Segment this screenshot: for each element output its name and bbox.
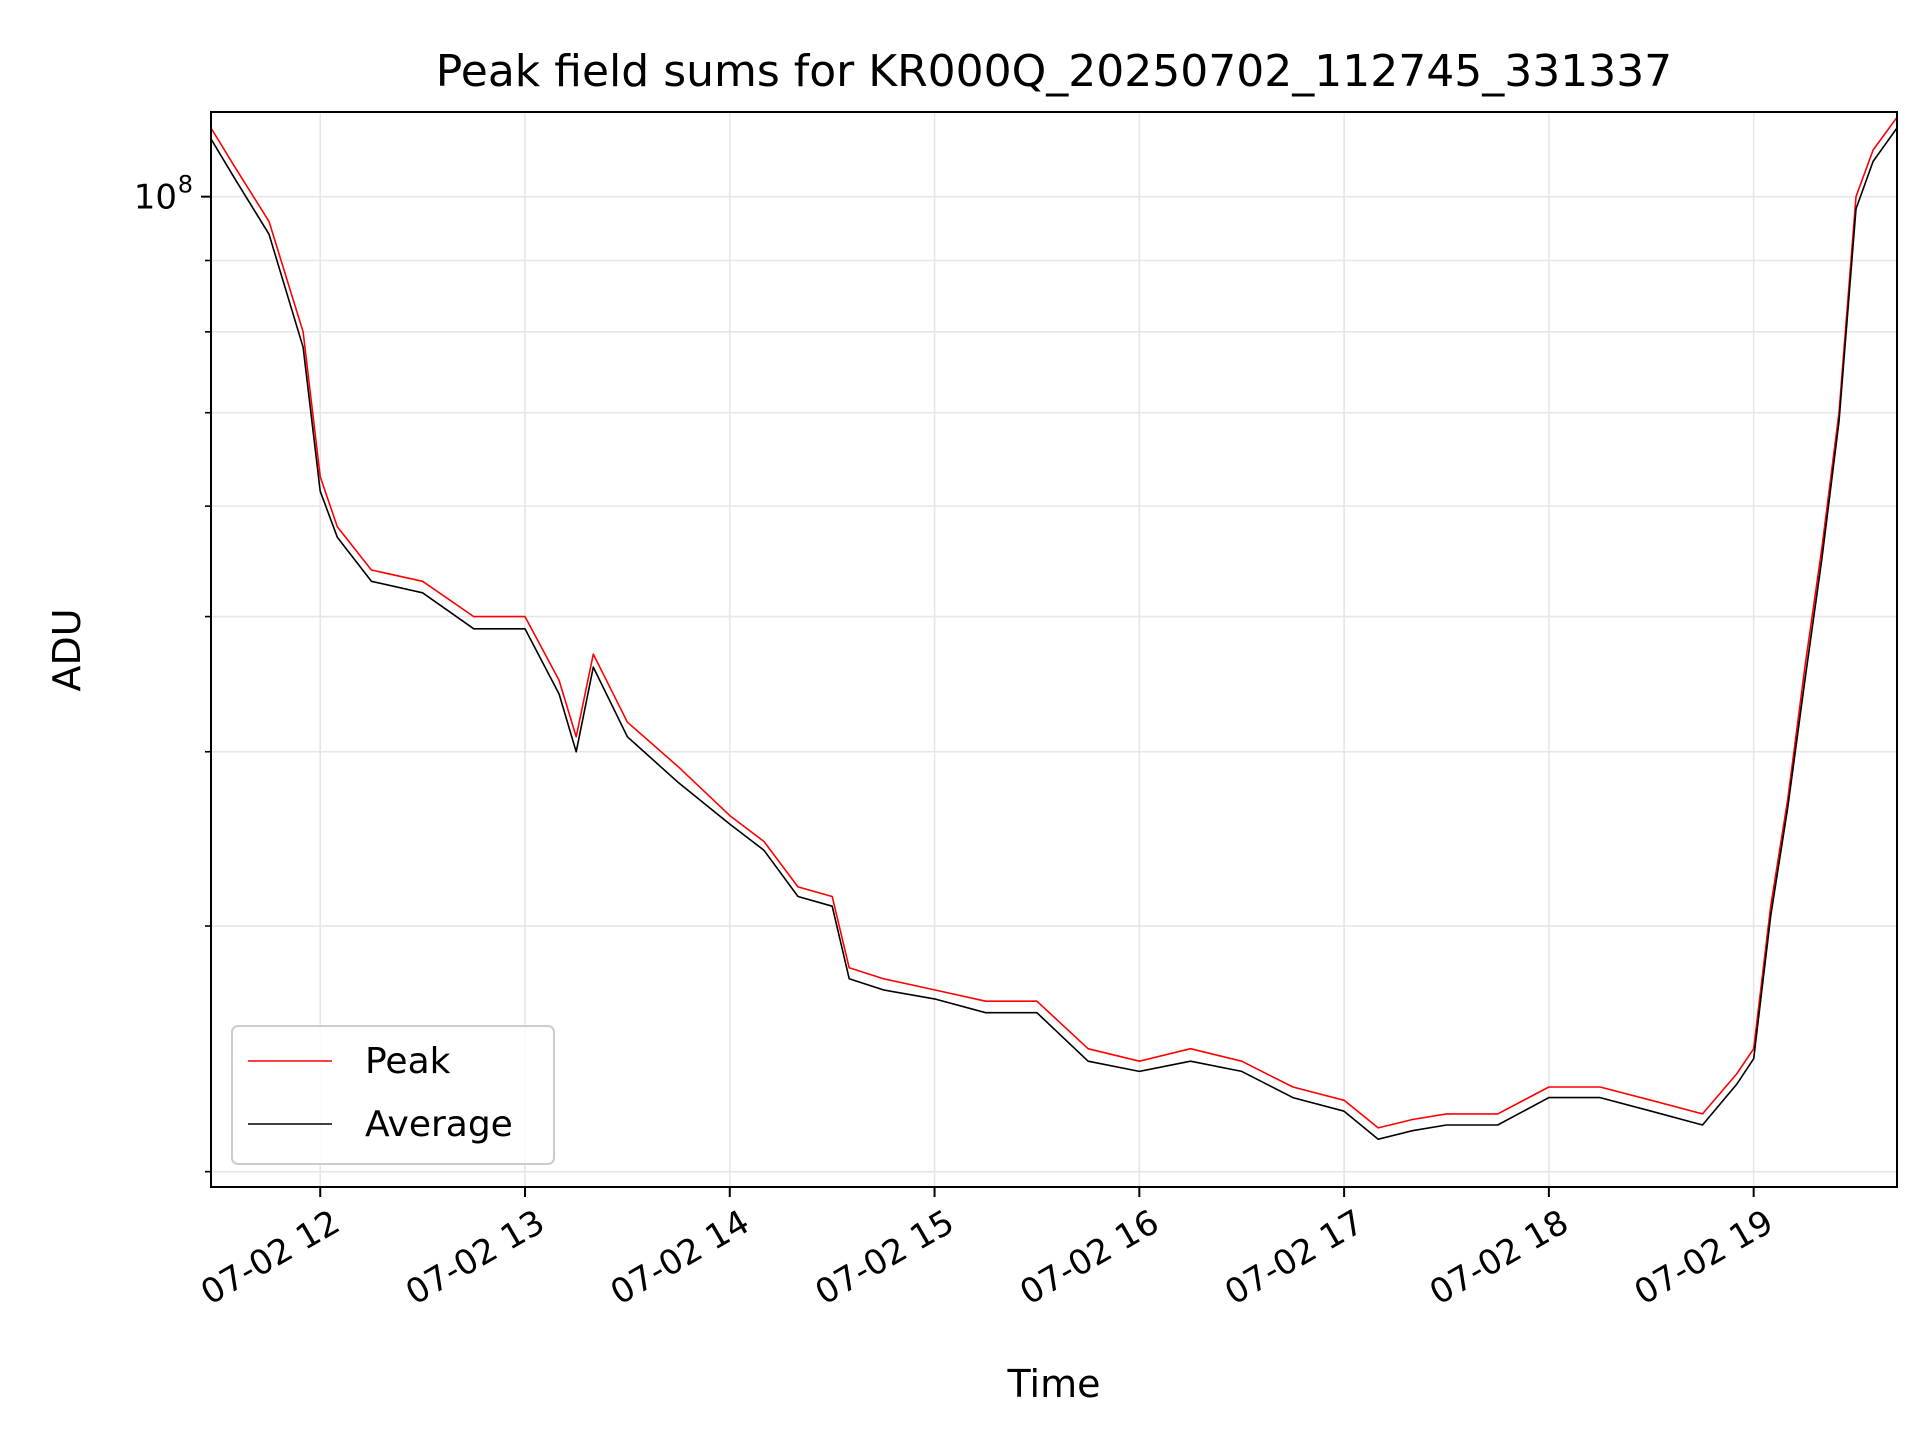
chart-title: Peak field sums for KR000Q_20250702_1127… — [436, 46, 1672, 97]
series-line-peak — [211, 116, 1897, 1129]
y-axis-label: ADU — [45, 608, 89, 691]
legend-label-average: Average — [365, 1104, 513, 1145]
grid — [211, 112, 1897, 1187]
legend-label-peak: Peak — [365, 1041, 451, 1082]
x-axis-label: Time — [1007, 1362, 1101, 1406]
series-line-average — [211, 127, 1897, 1140]
plot-area-frame — [210, 111, 1898, 1188]
y-tick-label-exponent: 8 — [178, 171, 193, 199]
legend: Peak Average — [231, 1025, 555, 1165]
y-tick-label: 10 — [134, 178, 177, 218]
series-layer — [211, 116, 1897, 1140]
plot-lines — [211, 116, 1897, 1140]
